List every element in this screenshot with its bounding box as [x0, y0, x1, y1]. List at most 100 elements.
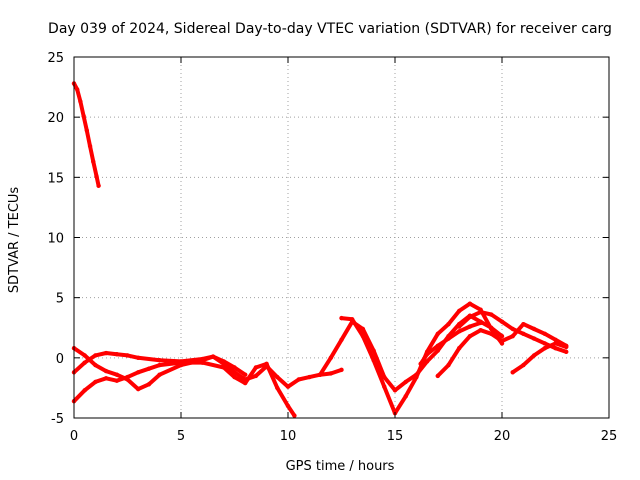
data-point — [350, 317, 355, 322]
x-tick-label: 0 — [70, 429, 78, 444]
y-tick-label: 20 — [47, 111, 64, 126]
data-point — [499, 333, 505, 339]
data-point — [221, 359, 226, 364]
x-tick-label: 25 — [601, 429, 618, 444]
data-point — [136, 386, 141, 392]
data-point — [253, 373, 259, 379]
data-point — [542, 331, 547, 336]
data-point — [521, 331, 526, 336]
data-point — [531, 353, 537, 358]
grid-lines — [74, 57, 609, 418]
data-point — [371, 348, 376, 353]
data-point — [510, 326, 515, 332]
chart-title: Day 039 of 2024, Sidereal Day-to-day VTE… — [48, 21, 612, 37]
data-point — [93, 362, 98, 368]
data-point — [93, 379, 98, 385]
data-point — [360, 326, 366, 332]
y-tick-label: 15 — [47, 171, 64, 186]
data-point — [87, 143, 93, 149]
y-tick-label: 10 — [47, 232, 64, 247]
data-point — [360, 333, 366, 339]
data-point — [467, 333, 473, 339]
data-point — [146, 366, 152, 371]
y-axis-label: SDTVAR / TECUs — [7, 187, 22, 294]
data-point — [339, 337, 344, 342]
data-point — [114, 352, 120, 357]
data-point — [418, 361, 423, 367]
data-point — [392, 388, 398, 393]
data-point — [499, 338, 505, 344]
data-point — [264, 361, 269, 367]
data-point — [178, 362, 184, 368]
data-point — [81, 113, 86, 119]
data-point — [157, 358, 162, 363]
data-point — [457, 329, 462, 334]
data-point — [84, 128, 90, 133]
data-point — [136, 370, 141, 375]
data-point — [243, 372, 248, 377]
data-point — [446, 336, 451, 341]
data-point — [478, 327, 483, 333]
data-point — [339, 315, 344, 321]
data-point — [243, 380, 248, 386]
data-point — [478, 320, 483, 326]
data-point — [435, 373, 440, 379]
data-point — [82, 353, 87, 358]
data-point — [125, 377, 130, 382]
data-point — [542, 346, 547, 351]
y-tick-label: 25 — [47, 51, 64, 66]
data-point — [521, 321, 526, 327]
y-tick-label: -5 — [51, 412, 64, 427]
data-point — [93, 353, 98, 358]
data-point — [446, 321, 451, 327]
data-point — [467, 324, 473, 329]
data-point — [136, 355, 141, 361]
series-satellite-track-A — [72, 81, 101, 188]
data-point — [403, 394, 408, 399]
data-point — [103, 376, 109, 381]
data-point — [339, 367, 344, 373]
data-point — [78, 99, 83, 104]
data-point — [94, 173, 99, 179]
data-point — [210, 354, 216, 359]
data-point — [200, 358, 205, 363]
data-point — [307, 374, 312, 380]
data-point — [114, 372, 120, 377]
data-point — [382, 384, 387, 389]
data-point — [82, 360, 87, 365]
data-point — [275, 374, 280, 380]
data-point — [489, 312, 494, 317]
data-point — [232, 374, 237, 380]
data-point — [446, 362, 451, 368]
data-point — [510, 370, 515, 375]
x-tick-label: 5 — [177, 429, 185, 444]
data-point — [125, 353, 130, 358]
data-point — [435, 348, 440, 353]
data-point — [382, 374, 387, 380]
x-tick-label: 20 — [494, 429, 511, 444]
data-point — [467, 314, 473, 320]
data-point — [553, 346, 558, 351]
data-point — [435, 331, 440, 336]
data-point — [103, 350, 109, 356]
data-point — [467, 301, 473, 306]
data-point — [499, 319, 505, 324]
data-point — [221, 365, 226, 370]
data-point — [424, 359, 430, 364]
data-point — [146, 382, 152, 387]
data-point — [489, 331, 494, 336]
y-tick-label: 0 — [56, 352, 64, 367]
data-point — [564, 344, 569, 350]
data-point — [253, 365, 259, 370]
data-point — [275, 385, 280, 391]
data-point — [553, 337, 558, 342]
x-tick-label: 10 — [280, 429, 297, 444]
data-point — [103, 368, 109, 374]
data-point — [457, 324, 462, 329]
data-point — [424, 352, 430, 357]
data-point — [296, 377, 301, 382]
x-axis-label: GPS time / hours — [286, 459, 395, 474]
data-point — [531, 336, 537, 341]
data-point — [285, 384, 291, 389]
data-point — [510, 333, 515, 339]
